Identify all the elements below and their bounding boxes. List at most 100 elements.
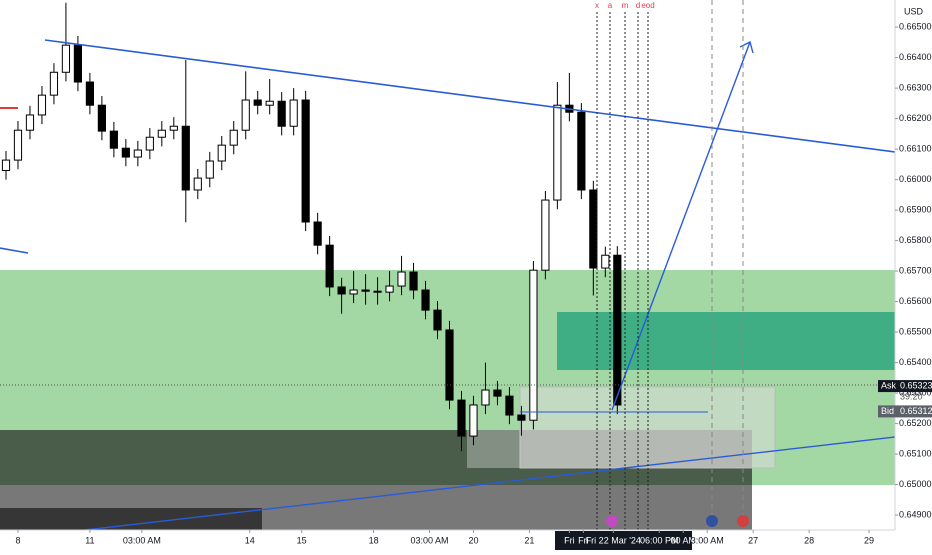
candle-body: [109, 130, 118, 149]
candle-body: [193, 177, 202, 191]
session-label: d: [636, 1, 640, 10]
x-tick-label: 14: [245, 535, 255, 545]
ask-price: 0.65323: [900, 380, 932, 390]
candle-body: [313, 221, 322, 246]
annotations: x a m d eod: [595, 1, 655, 10]
candle-body: [253, 99, 262, 106]
x-tick-label: 21: [524, 535, 534, 545]
y-tick-label: 0.65900: [899, 204, 932, 214]
candle-body: [145, 136, 154, 151]
candle-body: [457, 399, 466, 437]
projection-arrow: [611, 41, 751, 411]
candle-body: [121, 147, 130, 158]
candle-body: [73, 44, 83, 83]
candle-body: [205, 160, 214, 179]
x-tick-label: 29: [864, 535, 874, 545]
trend-line: [84, 436, 896, 531]
price-axis: [895, 0, 932, 550]
trend-line: [44, 39, 896, 153]
candle-body: [289, 99, 298, 127]
candle-body: [217, 144, 226, 162]
candle-body: [517, 414, 526, 421]
candle-body: [541, 199, 550, 271]
x-tick-label: Fri: [564, 535, 575, 545]
candle-body: [169, 125, 178, 131]
candle-body: [469, 404, 478, 437]
y-tick-label: 0.66000: [899, 174, 932, 184]
candle-body: [349, 289, 358, 295]
candle-body: [277, 100, 286, 127]
candle-body: [421, 289, 430, 311]
event-icons: [606, 515, 749, 527]
candle-body: [325, 244, 334, 288]
candle-body: [97, 104, 106, 132]
candle-body: [337, 286, 346, 295]
candle-body: [37, 94, 47, 116]
x-tick-label: 18: [369, 535, 379, 545]
time-highlight: [555, 531, 692, 550]
candle-body: [601, 254, 610, 269]
y-tick-label: 0.65700: [899, 265, 932, 275]
candles: [1, 2, 622, 452]
candle-body: [85, 81, 94, 106]
y-tick-label: 0.65300: [899, 387, 932, 397]
countdown: 39:20: [900, 391, 923, 401]
y-tick-label: 0.64900: [899, 509, 932, 519]
x-tick-label: 3:00 AM: [691, 535, 724, 545]
candle-body: [1, 159, 11, 171]
y-tick-label: 0.65800: [899, 235, 932, 245]
axes: 0.66500 0.66400 0.66300 0.66200 0.66100 0.660…: [15, 22, 932, 545]
y-tick-label: 0.66200: [899, 113, 932, 123]
x-tick-label: 11: [85, 535, 94, 545]
x-tick-label: 00 AM: [670, 535, 696, 545]
x-tick-label: 27: [748, 535, 758, 545]
candle-body: [133, 149, 142, 158]
candle-body: [361, 289, 370, 292]
time-lines: [711, 0, 744, 530]
x-tick-label: 8: [15, 535, 20, 545]
candle-body: [589, 189, 598, 269]
y-tick-label: 0.65500: [899, 326, 932, 336]
y-tick-label: 0.65400: [899, 357, 932, 367]
candle-body: [529, 269, 538, 421]
x-tick-label: 03:00 AM: [411, 535, 449, 545]
x-tick-label: 06:00 PM: [640, 535, 679, 545]
candle-body: [613, 254, 622, 406]
candle-body: [61, 44, 71, 73]
x-tick-label: 28: [804, 535, 814, 545]
x-tick-label: 20: [468, 535, 478, 545]
y-tick-label: 0.66300: [899, 83, 932, 93]
time-axis: [0, 530, 932, 550]
candle-body: [157, 129, 166, 138]
candle-body: [49, 71, 59, 96]
session-label: m: [622, 1, 629, 10]
candle-body: [481, 389, 490, 406]
candle-body: [181, 125, 190, 191]
candle-body: [505, 395, 514, 416]
candle-body: [373, 290, 382, 293]
candle-body: [397, 271, 406, 287]
x-tick-label: Fri: [578, 535, 589, 545]
bid-price: 0.65312: [900, 406, 932, 416]
y-tick-label: 0.65000: [899, 479, 932, 489]
candle-body: [577, 111, 586, 191]
session-label: eod: [641, 1, 654, 10]
candle-body: [229, 129, 238, 146]
x-tick-label: Fri 22 Mar '24: [586, 535, 641, 545]
bid-label: Bid: [881, 406, 894, 416]
y-tick-label: 0.66400: [899, 52, 932, 62]
overlays: [0, 0, 896, 531]
currency-label: USD: [904, 6, 924, 16]
candle-body: [241, 99, 250, 131]
trend-line: [0, 247, 29, 254]
candle-body: [433, 309, 442, 331]
candle-body: [385, 285, 394, 293]
y-tick-label: 0.65200: [899, 418, 932, 428]
candle-body: [265, 100, 274, 106]
x-tick-label: 03:00 AM: [123, 535, 161, 545]
y-tick-label: 0.65100: [899, 448, 932, 458]
x-tick-label: 15: [297, 535, 307, 545]
supply-zone: [557, 312, 895, 370]
candle-body: [445, 329, 454, 401]
